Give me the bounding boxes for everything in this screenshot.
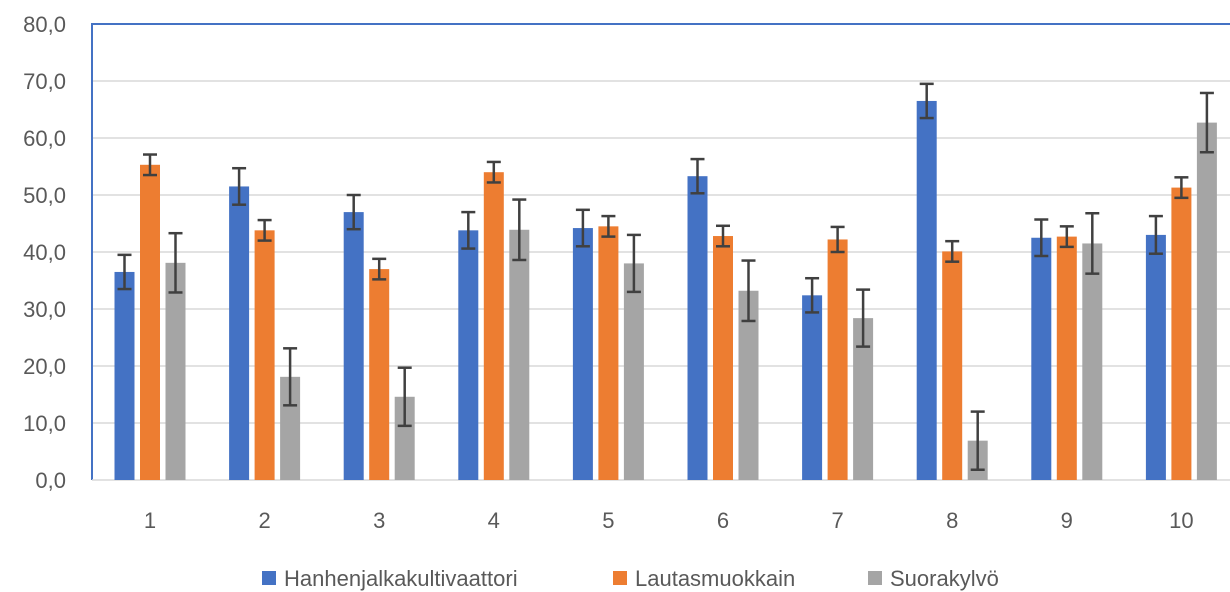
bars: [114, 100, 1217, 481]
legend-label: Lautasmuokkain: [635, 566, 795, 591]
x-tick-label: 2: [258, 508, 270, 533]
legend-swatch: [262, 571, 276, 585]
legend-swatch: [613, 571, 627, 585]
bar: [394, 396, 415, 480]
x-tick-label: 3: [373, 508, 385, 533]
bar: [1056, 236, 1077, 480]
bar: [1031, 237, 1052, 480]
y-tick-label: 60,0: [23, 126, 66, 151]
bar: [713, 236, 733, 480]
bar: [280, 376, 301, 480]
y-axis: 0,0 10,0 20,0 30,0 40,0 50,0 60,0 70,0 80,0: [23, 12, 66, 493]
bar: [165, 262, 186, 480]
y-tick-label: 10,0: [23, 411, 66, 436]
bar: [114, 271, 135, 480]
x-axis: 1 2 3 4 5 6 7 8 9 10: [92, 479, 1230, 533]
x-tick-label: 7: [831, 508, 843, 533]
y-tick-label: 70,0: [23, 69, 66, 94]
x-tick-label: 9: [1061, 508, 1073, 533]
bar: [1196, 122, 1217, 481]
bar: [623, 263, 644, 480]
y-tick-label: 40,0: [23, 240, 66, 265]
gridlines: [92, 80, 1230, 424]
bar: [572, 228, 593, 480]
bar: [458, 230, 479, 480]
y-tick-label: 80,0: [23, 12, 66, 37]
y-tick-label: 30,0: [23, 297, 66, 322]
bar: [229, 186, 250, 480]
bar: [738, 290, 759, 480]
bar: [343, 212, 364, 480]
bar: [916, 100, 937, 480]
legend-swatch: [868, 571, 882, 585]
bar: [687, 176, 708, 480]
legend: Hanhenjalkakultivaattori Lautasmuokkain Su…: [262, 566, 999, 591]
bar: [1145, 234, 1166, 480]
x-tick-label: 8: [946, 508, 958, 533]
bar: [1082, 243, 1103, 480]
x-tick-label: 10: [1169, 508, 1193, 533]
bar: [942, 251, 963, 480]
bar: [598, 226, 619, 480]
bar: [1171, 187, 1192, 480]
bar: [827, 239, 848, 480]
x-tick-label: 1: [144, 508, 156, 533]
plot-area-border: [91, 23, 1230, 480]
legend-label: Hanhenjalkakultivaattori: [284, 566, 518, 591]
bar: [509, 229, 530, 480]
plot-border-line: [91, 23, 1230, 480]
error-bars: [117, 82, 1214, 471]
bar: [483, 172, 504, 480]
x-tick-label: 6: [717, 508, 729, 533]
bar: [140, 164, 160, 481]
y-tick-label: 0,0: [35, 468, 66, 493]
bar: [802, 295, 823, 480]
bar: [369, 269, 390, 480]
x-tick-label: 5: [602, 508, 614, 533]
x-tick-label: 4: [488, 508, 500, 533]
y-tick-label: 50,0: [23, 183, 66, 208]
legend-label: Suorakylvö: [890, 566, 999, 591]
y-tick-label: 20,0: [23, 354, 66, 379]
bar: [254, 230, 275, 480]
bar: [853, 318, 874, 480]
